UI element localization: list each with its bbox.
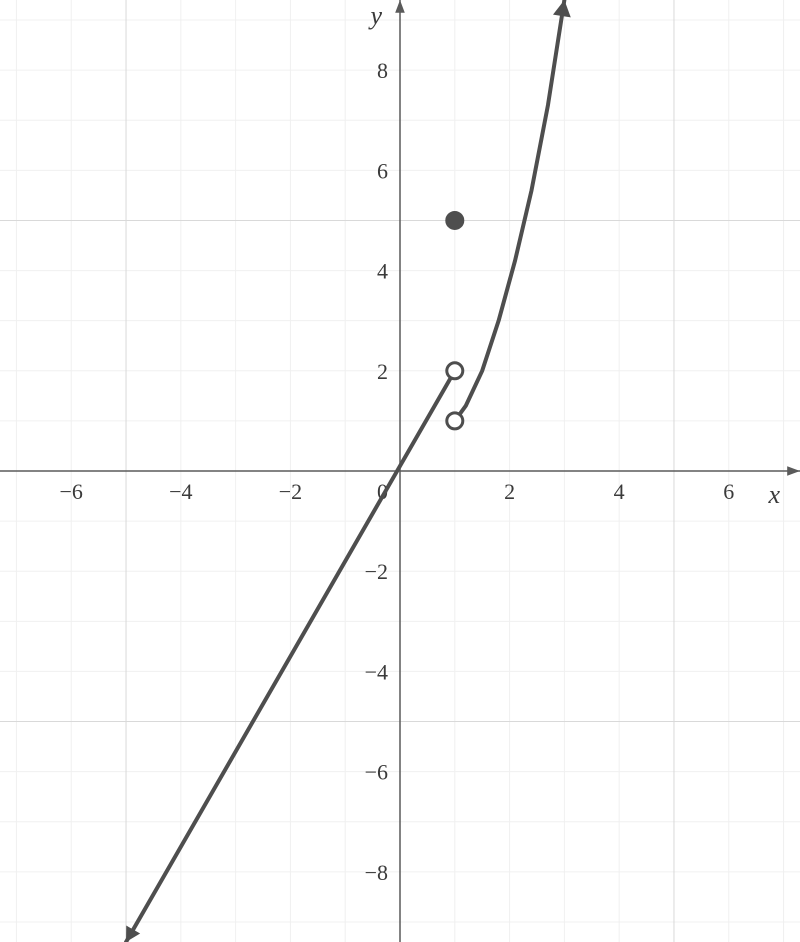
piecewise-function-chart: −6−4−2246−8−6−4−224680xy (0, 0, 800, 942)
svg-text:−6: −6 (60, 479, 83, 504)
svg-text:−4: −4 (169, 479, 192, 504)
svg-text:6: 6 (377, 158, 388, 183)
svg-text:8: 8 (377, 58, 388, 83)
svg-text:−8: −8 (365, 860, 388, 885)
svg-text:4: 4 (377, 259, 388, 284)
svg-text:−2: −2 (279, 479, 302, 504)
svg-text:2: 2 (377, 359, 388, 384)
svg-text:y: y (367, 1, 382, 30)
svg-text:x: x (767, 480, 780, 509)
svg-text:−6: −6 (365, 760, 388, 785)
svg-text:−4: −4 (365, 659, 388, 684)
svg-text:2: 2 (504, 479, 515, 504)
svg-text:−2: −2 (365, 559, 388, 584)
svg-text:6: 6 (723, 479, 734, 504)
svg-text:4: 4 (614, 479, 625, 504)
